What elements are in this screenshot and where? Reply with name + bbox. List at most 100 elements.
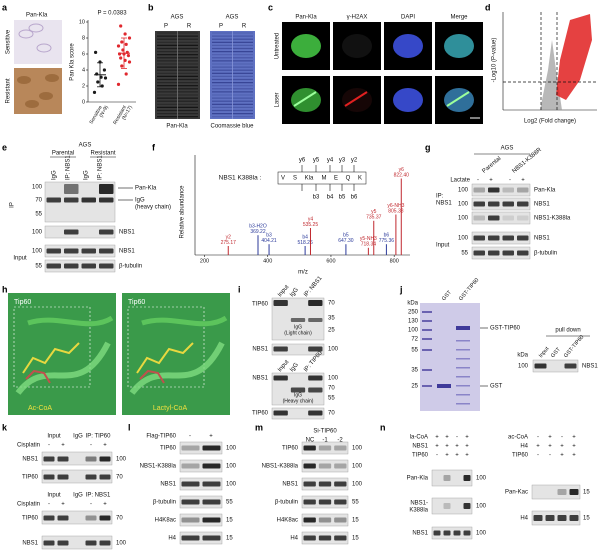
data-point: [124, 72, 128, 76]
label: NBS1 K388la :: [219, 175, 262, 182]
blot: [271, 407, 325, 420]
peak-mz: 775.36: [379, 238, 395, 244]
blot: [431, 469, 473, 487]
laser-stripe: [446, 91, 470, 107]
blot: [179, 441, 223, 455]
band: [81, 197, 96, 203]
label: TIP60: [22, 475, 39, 481]
peak-mz: 535.25: [303, 222, 319, 228]
helix: [129, 341, 225, 395]
label: AGS: [79, 143, 92, 149]
band: [303, 481, 316, 487]
label: -: [90, 502, 92, 508]
band: [318, 445, 332, 451]
band: [517, 250, 529, 256]
band: [202, 481, 221, 487]
label: +: [209, 434, 213, 440]
x-tick-label: 600: [326, 258, 335, 264]
label: Parental: [52, 151, 74, 157]
panel-label: k: [2, 422, 8, 432]
band: [443, 503, 451, 509]
label: +: [445, 435, 449, 441]
label: -: [436, 453, 438, 459]
label: IgG: [135, 198, 145, 204]
label: +: [465, 444, 469, 450]
blot: [301, 459, 349, 473]
data-point: [103, 76, 108, 80]
label: Laser: [275, 92, 281, 107]
label: H4: [520, 516, 528, 522]
label: Lactate: [450, 178, 470, 184]
band: [202, 499, 221, 505]
label: 72: [411, 337, 418, 343]
label: -: [48, 443, 50, 449]
label: 70: [328, 411, 335, 417]
label: 70: [116, 516, 123, 522]
label: IgG: [289, 287, 300, 299]
label: +: [445, 444, 449, 450]
volcano-cloud-up: [556, 14, 592, 100]
label: β-tubulin: [275, 500, 298, 506]
label: Input: [47, 434, 61, 440]
label: -: [537, 453, 539, 459]
y-tick-label: 8: [82, 35, 85, 41]
gel-band: [437, 384, 451, 388]
blot: [301, 441, 349, 455]
blot: [531, 484, 581, 500]
band: [99, 456, 111, 462]
band: [303, 445, 316, 451]
band: [473, 250, 485, 256]
helix: [141, 315, 228, 327]
band: [473, 235, 485, 241]
label: 70: [328, 386, 335, 392]
blot: [179, 513, 223, 527]
label: Pan-Kla: [26, 13, 48, 19]
label: NBS1: [119, 249, 135, 255]
panel-label: c: [268, 2, 273, 12]
band: [453, 530, 461, 536]
blot: [41, 451, 113, 466]
label: 15: [226, 518, 233, 524]
peak-mz: 404.21: [261, 238, 277, 244]
label: y6: [299, 158, 306, 164]
band: [64, 263, 79, 269]
band: [99, 515, 111, 521]
label: S: [293, 176, 297, 182]
label: 130: [408, 319, 419, 325]
gel-band: [456, 349, 470, 351]
label: Pan-Kla: [295, 15, 317, 21]
label: y3: [339, 158, 346, 164]
label: IgG: [52, 170, 58, 180]
band: [334, 517, 347, 523]
label: -: [456, 435, 458, 441]
panel-label: h: [2, 284, 8, 294]
band: [318, 535, 332, 541]
label: 100: [352, 446, 363, 452]
peak-name: y5: [371, 209, 377, 215]
helix: [27, 315, 114, 327]
label: +: [536, 444, 540, 450]
label: b3: [313, 195, 320, 201]
band: [181, 445, 200, 451]
label: Resistant: [90, 151, 115, 157]
label: NBS1-K388R: [511, 147, 543, 175]
band: [273, 346, 288, 352]
label: TIP60: [252, 411, 269, 417]
helix: [15, 341, 111, 395]
label: NBS1: [22, 457, 38, 463]
label: NBS1: [582, 364, 598, 370]
label: H4K8ac: [277, 518, 298, 524]
label: Pan-Kla: [534, 188, 556, 194]
label: AGS: [226, 15, 239, 21]
band: [202, 535, 221, 541]
ihc-texture: [36, 43, 52, 53]
blot: [471, 197, 531, 211]
label: E: [334, 176, 338, 182]
data-point: [120, 40, 124, 44]
label: y4: [327, 158, 334, 164]
band: [517, 187, 529, 193]
data-point: [127, 36, 132, 40]
band: [99, 263, 114, 269]
ligand: [25, 369, 51, 384]
label: P: [219, 24, 223, 30]
